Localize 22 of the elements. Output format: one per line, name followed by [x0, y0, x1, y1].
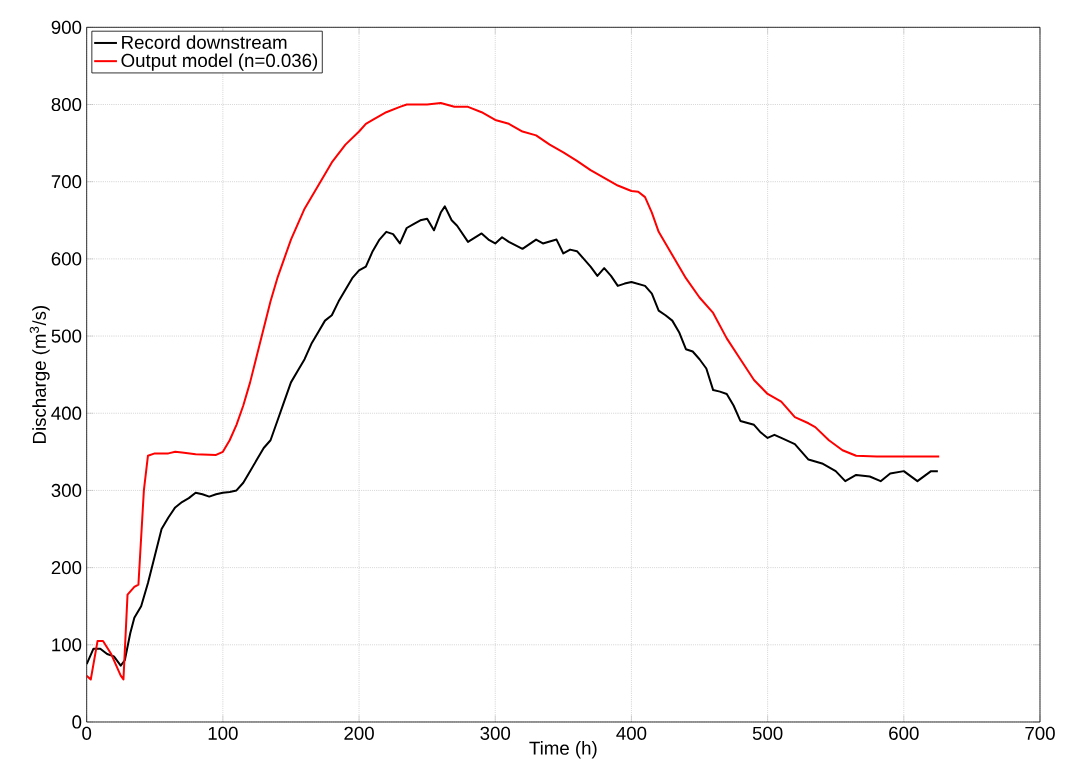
y-tick-label: 300 [51, 483, 82, 498]
legend-label: Record downstream [122, 35, 287, 49]
y-tick-label: 200 [51, 560, 82, 575]
x-tick-label: 300 [480, 726, 511, 740]
y-tick-label: 500 [51, 329, 82, 343]
y-tick-label: 0 [72, 715, 82, 729]
x-tick-label: 700 [1025, 726, 1055, 740]
y-axis-title: Discharge (m$^{3}$/s) [29, 305, 50, 443]
x-tick-label: 500 [752, 726, 783, 740]
x-tick-label: 600 [889, 726, 919, 740]
x-tick-label: 0 [82, 726, 92, 740]
x-tick-label: 200 [344, 726, 374, 740]
x-axis-title: Time (h) [529, 741, 597, 759]
x-tick-label: 400 [616, 726, 647, 740]
y-tick-label: 700 [51, 175, 82, 189]
y-tick-label: 600 [51, 252, 82, 266]
y-tick-label: 900 [51, 20, 82, 34]
y-tick-label: 100 [52, 638, 82, 652]
y-tick-label: 800 [51, 97, 82, 112]
x-tick-label: 100 [208, 726, 238, 740]
y-tick-label: 400 [51, 406, 82, 420]
legend-label: Output model (n=0.036) [121, 53, 318, 71]
